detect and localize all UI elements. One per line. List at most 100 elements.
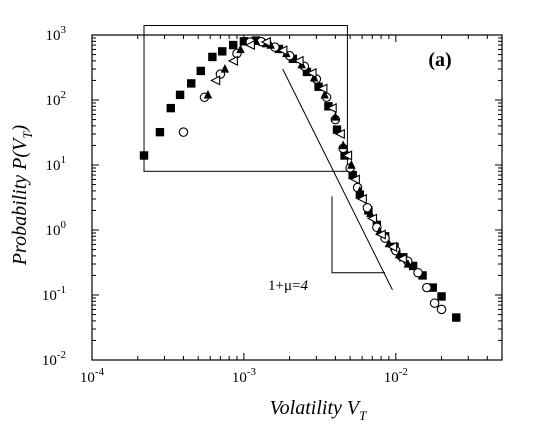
y-tick-label: 101: [46, 154, 67, 174]
y-tick-label: 10-2: [42, 349, 66, 369]
x-tick-mantissa: 10: [232, 370, 247, 386]
annotation-prefix: 1+: [268, 278, 284, 294]
x-tick-exp: -2: [399, 366, 408, 378]
filled-square-point: [196, 66, 205, 76]
filled-triangle-point: [220, 63, 230, 73]
filled-square-point: [355, 190, 365, 199]
panel-label: (a): [428, 49, 451, 71]
open-triangle-point: [387, 241, 398, 252]
filled-square-point: [428, 283, 437, 292]
y-axis-label-end: ): [9, 124, 31, 132]
open-circle-point: [413, 267, 423, 278]
filled-square-point: [187, 79, 196, 88]
filled-square-point: [155, 127, 165, 137]
power-law-line: [282, 68, 393, 291]
plot-frame: [91, 34, 503, 361]
open-triangle-point: [317, 83, 328, 94]
filled-triangle-point: [366, 208, 375, 218]
filled-triangle-point: [320, 89, 329, 99]
plot-border: [91, 34, 503, 361]
filled-triangle-point: [331, 111, 340, 121]
filled-square-point: [208, 52, 217, 62]
y-tick-label: 102: [46, 89, 67, 109]
open-circle-point: [178, 127, 189, 137]
open-triangle-point: [277, 45, 288, 56]
filled-square-point: [418, 271, 427, 280]
y-tick-mantissa: 10: [42, 288, 57, 304]
y-tick-mantissa: 10: [42, 353, 57, 369]
filled-square-point: [437, 292, 446, 301]
y-tick-label: 103: [46, 24, 67, 44]
open-triangle-point: [326, 103, 337, 114]
open-triangle-point: [341, 150, 353, 161]
open-triangle-point: [375, 229, 386, 240]
open-circle-point: [422, 282, 432, 293]
filled-square-point: [228, 40, 238, 50]
filled-square-point: [324, 102, 333, 111]
filled-square-point: [175, 90, 185, 100]
y-axis-label-sub: T: [20, 131, 35, 139]
y-axis-label-text: Probability P(V: [9, 136, 31, 266]
y-tick-exp: -1: [57, 284, 66, 296]
y-tick-mantissa: 10: [46, 158, 61, 174]
open-triangle-point: [244, 39, 255, 51]
open-triangle-point: [260, 36, 271, 48]
filled-triangle-point: [309, 72, 319, 82]
x-tick-mantissa: 10: [384, 370, 399, 386]
open-triangle-point: [356, 193, 367, 205]
filled-square-point: [348, 170, 357, 180]
y-tick-mantissa: 10: [46, 223, 61, 239]
filled-square-point: [302, 67, 312, 77]
x-axis-label: Volatility VT: [270, 397, 367, 423]
y-tick-exp: -2: [57, 349, 66, 361]
y-tick-label: 10-1: [42, 284, 66, 304]
annotation-eq: =: [292, 278, 300, 294]
annotation-value: 4: [300, 278, 308, 294]
power-law-annotation: 1+μ=4: [268, 278, 308, 294]
filled-square-point: [452, 313, 461, 322]
filled-square-point: [408, 261, 418, 271]
slope-triangle: [331, 196, 386, 274]
inset-box: [143, 25, 348, 172]
open-circle-point: [436, 304, 447, 315]
filled-square-point: [239, 37, 249, 46]
filled-square-point: [139, 151, 149, 160]
annotation-mu: μ: [284, 278, 292, 294]
filled-square-point: [314, 82, 323, 91]
y-tick-exp: 0: [61, 219, 67, 231]
open-triangle-point: [366, 213, 378, 224]
data-points: [139, 36, 461, 322]
y-tick-mantissa: 10: [46, 28, 61, 44]
filled-square-point: [332, 125, 342, 134]
filled-triangle-point: [394, 249, 404, 259]
y-tick-exp: 2: [61, 89, 67, 101]
open-triangle-point: [349, 174, 360, 185]
x-tick-exp: -4: [95, 366, 105, 378]
open-triangle-point: [293, 55, 304, 66]
filled-triangle-point: [347, 160, 356, 169]
open-triangle-point: [227, 55, 238, 66]
y-tick-label: 100: [46, 219, 67, 239]
annotations: [143, 25, 393, 291]
open-triangle-point: [396, 253, 407, 264]
x-tick-exp: -3: [247, 366, 257, 378]
y-tick-exp: 1: [61, 154, 67, 166]
open-circle-point: [429, 298, 440, 308]
filled-triangle-point: [403, 258, 413, 268]
y-tick-mantissa: 10: [46, 93, 61, 109]
x-tick-mantissa: 10: [80, 370, 95, 386]
open-triangle-point: [210, 75, 221, 86]
y-tick-exp: 3: [61, 24, 67, 36]
filled-triangle-point: [236, 44, 245, 54]
x-tick-label: 10-2: [384, 366, 408, 386]
y-axis-label: Probability P(VT): [9, 124, 35, 266]
x-axis-label-sub: T: [359, 408, 367, 423]
filled-square-point: [166, 103, 175, 113]
filled-triangle-point: [338, 140, 348, 150]
x-axis-label-text: Volatility V: [270, 397, 362, 419]
filled-triangle-point: [203, 89, 213, 99]
open-triangle-point: [306, 67, 317, 79]
x-tick-label: 10-3: [232, 366, 257, 386]
